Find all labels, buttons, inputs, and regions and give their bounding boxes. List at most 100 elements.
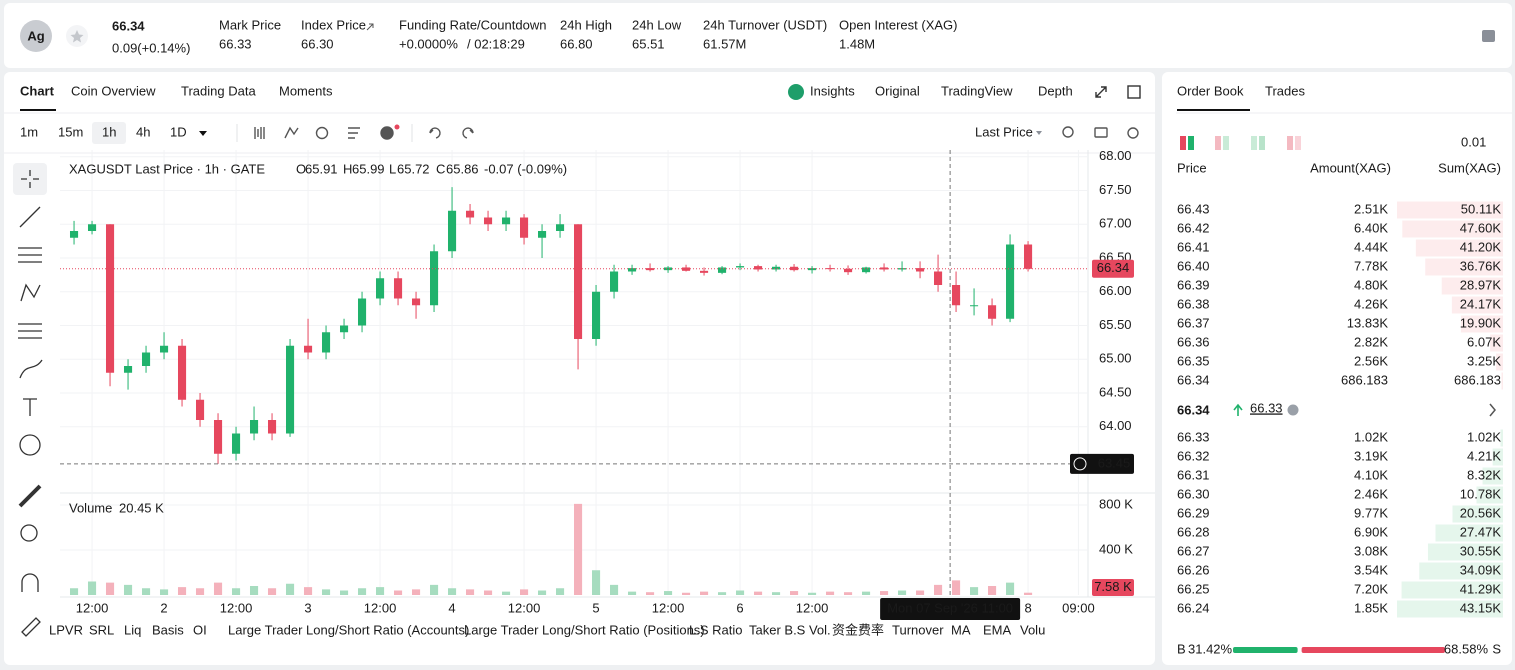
- projection-tool[interactable]: [18, 323, 42, 339]
- book-price: 66.29: [1177, 505, 1210, 520]
- mode-bids[interactable]: [1259, 136, 1265, 150]
- candle-body: [844, 268, 853, 273]
- trendline-tool[interactable]: [19, 206, 41, 228]
- depth-bar: [1397, 201, 1503, 219]
- emoji-tool[interactable]: [19, 434, 41, 456]
- redo-icon[interactable]: [462, 127, 474, 139]
- mode-large[interactable]: [1287, 136, 1293, 150]
- insights-icon[interactable]: [788, 84, 804, 100]
- indicator-button[interactable]: L.S Ratio: [689, 622, 742, 637]
- indicator-button[interactable]: OI: [193, 622, 207, 637]
- indicator-button[interactable]: Turnover: [892, 622, 944, 637]
- chart-tab[interactable]: Coin Overview: [71, 83, 156, 98]
- indicator-button[interactable]: Volu: [1020, 622, 1045, 637]
- precision[interactable]: 0.01: [1461, 134, 1486, 149]
- indicator-button[interactable]: Taker B.S Vol.: [749, 622, 831, 637]
- indicator-button[interactable]: MA: [951, 622, 971, 637]
- volume-bar: [321, 589, 331, 595]
- mode-large[interactable]: [1295, 136, 1301, 150]
- indicator-button[interactable]: LPVR: [49, 622, 83, 637]
- book-tab[interactable]: Trades: [1265, 83, 1305, 98]
- view-tab[interactable]: Depth: [1038, 83, 1073, 98]
- interval[interactable]: 1m: [20, 124, 38, 139]
- volume-bar: [105, 582, 115, 595]
- candle-body: [592, 291, 601, 339]
- undo-icon[interactable]: [429, 127, 441, 139]
- brush-tool[interactable]: [19, 359, 43, 379]
- view-tab[interactable]: TradingView: [941, 83, 1013, 98]
- indicator-icon[interactable]: [284, 126, 299, 139]
- book-sum: 24.17K: [1460, 296, 1502, 311]
- camera-icon[interactable]: [1094, 127, 1108, 138]
- volume-bar: [826, 591, 835, 595]
- indicator-button[interactable]: Large Trader Long/Short Ratio (Positions…: [464, 622, 705, 637]
- candle-type-icon[interactable]: [254, 127, 265, 139]
- indicator-button[interactable]: Liq: [124, 622, 141, 637]
- volume-bar: [988, 586, 997, 595]
- chart-tab[interactable]: Chart: [20, 83, 55, 98]
- view-tab[interactable]: Original: [875, 83, 920, 98]
- chart-tab[interactable]: Trading Data: [181, 83, 256, 98]
- candle-body: [988, 305, 997, 319]
- view-tab[interactable]: Insights: [810, 83, 855, 98]
- text-tool[interactable]: [23, 398, 37, 416]
- zoom-tool[interactable]: [20, 524, 38, 542]
- notification-dot: [394, 124, 400, 130]
- info-icon[interactable]: [1482, 30, 1495, 42]
- book-mode-icons: [1180, 136, 1301, 150]
- indicator-button[interactable]: 资金费率: [832, 622, 884, 637]
- crosshair-tool[interactable]: [21, 170, 39, 188]
- magnet-tool[interactable]: [21, 573, 39, 592]
- indicator-button[interactable]: SRL: [89, 622, 114, 637]
- mode-bids[interactable]: [1251, 136, 1257, 150]
- volume-tick-label: 400 K: [1099, 541, 1133, 556]
- book-sum: 41.29K: [1460, 581, 1502, 596]
- external-link-icon: [366, 23, 374, 31]
- measure-tool[interactable]: [18, 484, 42, 508]
- mode-both[interactable]: [1180, 136, 1186, 150]
- volume-bar: [664, 591, 673, 595]
- pattern-tool[interactable]: [20, 283, 41, 302]
- indicator-button[interactable]: EMA: [983, 622, 1012, 637]
- y-tick-label: 67.50: [1099, 182, 1132, 197]
- indicator-button[interactable]: Large Trader Long/Short Ratio (Accounts): [228, 622, 469, 637]
- book-tab[interactable]: Order Book: [1177, 83, 1244, 98]
- add-icon[interactable]: [380, 126, 394, 140]
- mode-asks[interactable]: [1215, 136, 1221, 150]
- layout-icon[interactable]: [1127, 85, 1141, 99]
- mode-both[interactable]: [1188, 136, 1194, 150]
- pencil-tool[interactable]: [21, 617, 41, 637]
- interval[interactable]: 1D: [170, 124, 187, 139]
- volume-bar: [916, 590, 925, 595]
- fullscreen-icon[interactable]: [1095, 86, 1107, 98]
- volume-bar: [393, 590, 403, 595]
- add-alert-icon[interactable]: [1073, 457, 1087, 471]
- interval[interactable]: 4h: [136, 124, 150, 139]
- candle-body: [483, 217, 493, 225]
- replay-icon[interactable]: [315, 126, 329, 140]
- volume-bar: [610, 584, 619, 595]
- volume-bar: [898, 590, 907, 595]
- search-icon[interactable]: [1062, 126, 1074, 138]
- mode-asks[interactable]: [1223, 136, 1229, 150]
- volume-bar: [69, 588, 79, 595]
- volume-bar: [700, 591, 709, 595]
- chart-tab[interactable]: Moments: [279, 83, 333, 98]
- depth-bar: [1427, 543, 1503, 561]
- buy-ratio: 31.42%: [1188, 641, 1233, 656]
- interval[interactable]: 1h: [102, 124, 116, 139]
- expand-arrow[interactable]: [1489, 403, 1496, 417]
- template-icon[interactable]: [348, 127, 360, 139]
- volume-bar: [519, 589, 529, 595]
- coin-icon: [20, 20, 52, 52]
- fib-tool[interactable]: [18, 247, 42, 263]
- indicator-button[interactable]: Basis: [152, 622, 184, 637]
- depth-bar: [1496, 353, 1503, 371]
- volume-bar: [790, 591, 799, 595]
- interval[interactable]: 15m: [58, 124, 83, 139]
- crosshair-time: Mon 07 Sep '26 11:00: [887, 600, 1013, 615]
- settings-icon[interactable]: [1127, 127, 1139, 139]
- x-tick-label: 12:00: [652, 600, 685, 615]
- legend-key: H: [343, 161, 352, 176]
- price-type[interactable]: Last Price: [975, 124, 1033, 139]
